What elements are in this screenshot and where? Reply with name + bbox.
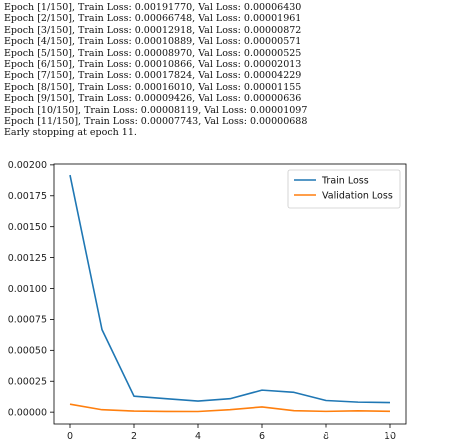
log-line: Epoch [7/150], Train Loss: 0.00017824, V…: [4, 70, 302, 82]
log-line: Epoch [10/150], Train Loss: 0.00008119, …: [4, 104, 308, 116]
legend-label: Validation Loss: [322, 190, 393, 201]
legend: Train Loss Validation Loss: [287, 169, 401, 209]
log-line: Epoch [4/150], Train Loss: 0.00010889, V…: [4, 36, 302, 48]
y-tick-label: 0.00075: [8, 315, 47, 326]
x-tick-label: 2: [131, 431, 137, 442]
x-tick-label: 4: [195, 431, 201, 442]
log-line: Epoch [5/150], Train Loss: 0.00008970, V…: [4, 47, 302, 59]
log-line: Epoch [11/150], Train Loss: 0.00007743, …: [4, 115, 308, 127]
loss-chart: 0.00000 0.00025 0.00050 0.00075 0.00100 0.001…: [8, 160, 407, 442]
x-axis-ticks: 0 2 4 6 8 10: [67, 424, 396, 442]
series-line-validation-loss: [69, 403, 391, 413]
y-tick-label: 0.00175: [8, 191, 47, 202]
y-tick-label: 0.00050: [8, 346, 47, 357]
y-tick-label: 0.00200: [8, 160, 47, 171]
log-line: Epoch [1/150], Train Loss: 0.00191770, V…: [4, 2, 302, 13]
x-tick-label: 8: [323, 431, 329, 442]
y-tick-label: 0.00000: [8, 407, 47, 418]
y-axis-ticks: 0.00000 0.00025 0.00050 0.00075 0.00100 0.001…: [8, 160, 54, 418]
series-lines: [69, 174, 391, 413]
series-line-train-loss: [69, 174, 391, 404]
y-tick-label: 0.00150: [8, 222, 47, 233]
x-tick-label: 10: [384, 431, 396, 442]
log-line: Epoch [2/150], Train Loss: 0.00066748, V…: [4, 13, 302, 25]
log-line: Epoch [3/150], Train Loss: 0.00012918, V…: [4, 24, 302, 36]
y-tick-label: 0.00100: [8, 284, 47, 295]
y-tick-label: 0.00125: [8, 253, 47, 264]
y-tick-label: 0.00025: [8, 377, 47, 388]
legend-label: Train Loss: [321, 175, 369, 186]
log-line: Epoch [6/150], Train Loss: 0.00010866, V…: [4, 58, 302, 70]
training-log: Epoch [1/150], Train Loss: 0.00191770, V…: [4, 2, 470, 139]
x-tick-label: 0: [67, 431, 73, 442]
log-line: Epoch [8/150], Train Loss: 0.00016010, V…: [4, 81, 302, 93]
log-line: Early stopping at epoch 11.: [4, 127, 137, 139]
watermark: 知乎 @xiaoK: [321, 425, 395, 439]
x-tick-label: 6: [259, 431, 265, 442]
log-line: Epoch [9/150], Train Loss: 0.00009426, V…: [4, 93, 302, 105]
